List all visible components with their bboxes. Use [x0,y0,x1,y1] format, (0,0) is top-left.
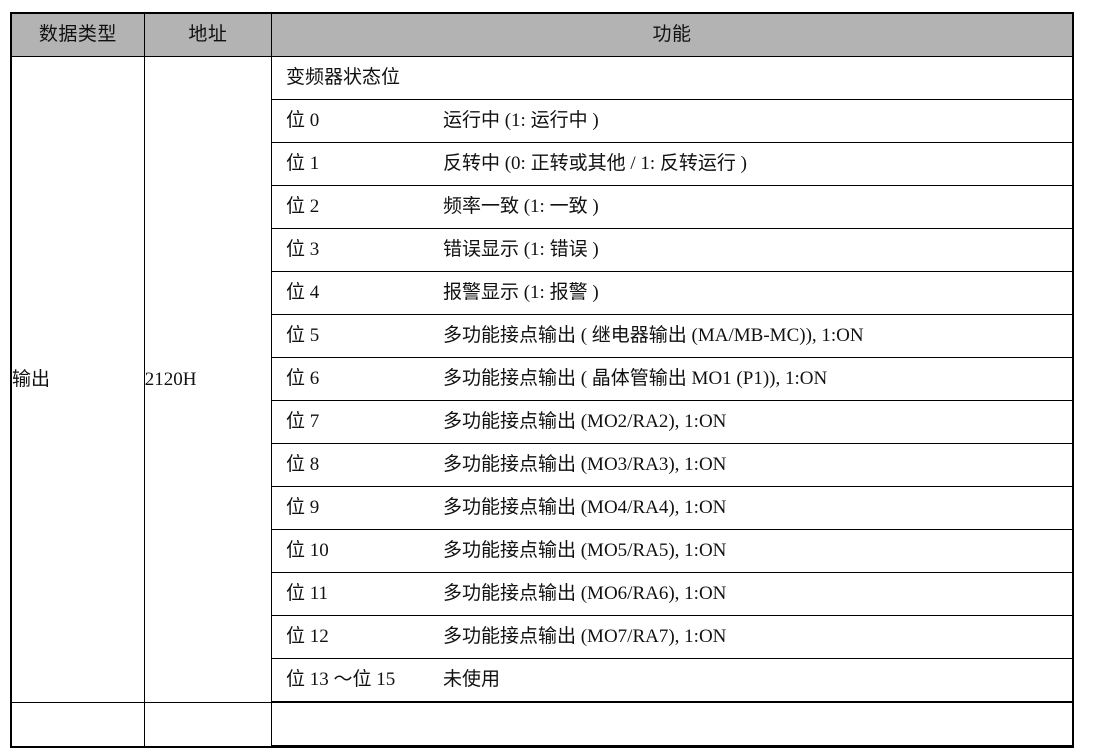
bit-label: 位 8 [271,443,429,487]
bit-description: 多功能接点输出 (MO4/RA4), 1:ON [428,486,1072,530]
table-row-next-partial [10,702,1074,748]
header-data-type: 数据类型 [10,12,145,57]
bit-description: 多功能接点输出 (MO5/RA5), 1:ON [428,529,1072,573]
bit-label: 位 3 [271,228,429,272]
bit-label: 位 4 [271,271,429,315]
bit-label: 位 13 ～位 15 [271,658,429,702]
document-page: 数据类型 地址 功能 输出 2120H [10,12,1074,748]
cell-data-type-next [10,702,145,748]
bit-label: 位 2 [271,185,429,229]
bit-label: 位 0 [271,99,429,143]
cell-address-next [143,702,272,748]
bit-row: 位 13 ～位 15 未使用 [271,658,1072,702]
bit-group-title-row: 变频器状态位 [271,57,1072,100]
bit-description [428,703,1072,746]
bit-row: 位 10 多功能接点输出 (MO5/RA5), 1:ON [271,529,1072,573]
table-header-row: 数据类型 地址 功能 [10,12,1074,57]
cell-data-type: 输出 [10,56,145,703]
cell-address: 2120H [143,56,272,703]
bit-label: 位 6 [271,357,429,401]
bit-row: 位 11 多功能接点输出 (MO6/RA6), 1:ON [271,572,1072,616]
bit-description: 多功能接点输出 ( 晶体管输出 MO1 (P1)), 1:ON [428,357,1072,401]
cell-function-next [270,702,1074,748]
bit-row: 位 4 报警显示 (1: 报警 ) [271,271,1072,315]
bit-description: 报警显示 (1: 报警 ) [428,271,1072,315]
header-function: 功能 [270,12,1074,57]
bit-description: 频率一致 (1: 一致 ) [428,185,1072,229]
bit-definition-table: 变频器状态位 位 0 运行中 (1: 运行中 ) 位 1 反转中 (0: 正转或… [271,57,1072,702]
header-address: 地址 [143,12,272,57]
bit-description: 多功能接点输出 ( 继电器输出 (MA/MB-MC)), 1:ON [428,314,1072,358]
bit-row: 位 1 反转中 (0: 正转或其他 / 1: 反转运行 ) [271,142,1072,186]
bit-label: 位 9 [271,486,429,530]
bit-group-title: 变频器状态位 [271,57,1072,100]
table-row: 输出 2120H 变频器状态位 [10,56,1074,703]
bit-description: 多功能接点输出 (MO7/RA7), 1:ON [428,615,1072,659]
register-map-table: 数据类型 地址 功能 输出 2120H [10,12,1074,748]
bit-row: 位 0 运行中 (1: 运行中 ) [271,99,1072,143]
bit-row: 位 12 多功能接点输出 (MO7/RA7), 1:ON [271,615,1072,659]
bit-label: 位 7 [271,400,429,444]
bit-row: 位 5 多功能接点输出 ( 继电器输出 (MA/MB-MC)), 1:ON [271,314,1072,358]
bit-description: 多功能接点输出 (MO3/RA3), 1:ON [428,443,1072,487]
bit-row: 位 9 多功能接点输出 (MO4/RA4), 1:ON [271,486,1072,530]
bit-label [271,703,429,746]
bit-label: 位 11 [271,572,429,616]
register-table-container: 数据类型 地址 功能 输出 2120H [10,12,1074,748]
bit-label: 位 5 [271,314,429,358]
bit-definition-table-next [271,703,1072,746]
bit-row: 位 8 多功能接点输出 (MO3/RA3), 1:ON [271,443,1072,487]
bit-label: 位 10 [271,529,429,573]
bit-label: 位 12 [271,615,429,659]
bit-description: 未使用 [428,658,1072,702]
bit-row: 位 6 多功能接点输出 ( 晶体管输出 MO1 (P1)), 1:ON [271,357,1072,401]
bit-description: 错误显示 (1: 错误 ) [428,228,1072,272]
bit-row: 位 7 多功能接点输出 (MO2/RA2), 1:ON [271,400,1072,444]
bit-description: 多功能接点输出 (MO2/RA2), 1:ON [428,400,1072,444]
table-header: 数据类型 地址 功能 [10,12,1074,57]
table-body: 输出 2120H 变频器状态位 [10,56,1074,748]
bit-row [271,703,1072,746]
bit-label: 位 1 [271,142,429,186]
bit-description: 反转中 (0: 正转或其他 / 1: 反转运行 ) [428,142,1072,186]
cell-function: 变频器状态位 位 0 运行中 (1: 运行中 ) 位 1 反转中 (0: 正转或… [270,56,1074,703]
bit-row: 位 2 频率一致 (1: 一致 ) [271,185,1072,229]
bit-description: 多功能接点输出 (MO6/RA6), 1:ON [428,572,1072,616]
bit-description: 运行中 (1: 运行中 ) [428,99,1072,143]
bit-row: 位 3 错误显示 (1: 错误 ) [271,228,1072,272]
